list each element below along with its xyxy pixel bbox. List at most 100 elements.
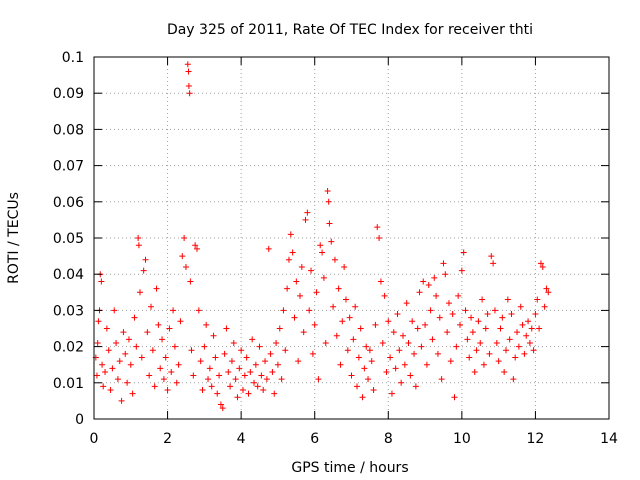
data-point <box>276 325 283 332</box>
data-point <box>322 339 329 346</box>
data-point <box>102 368 109 375</box>
data-point <box>365 376 372 383</box>
data-point <box>298 263 305 270</box>
y-tick-label: 0.06 <box>53 195 84 211</box>
data-point <box>512 354 519 361</box>
data-point <box>328 238 335 245</box>
data-point <box>532 311 539 318</box>
data-point <box>331 256 338 263</box>
data-point <box>330 303 337 310</box>
data-point <box>105 347 112 354</box>
data-point <box>368 358 375 365</box>
data-point <box>142 256 149 263</box>
data-point <box>133 343 140 350</box>
data-point <box>291 314 298 321</box>
data-point <box>295 358 302 365</box>
data-point <box>377 278 384 285</box>
data-point <box>440 260 447 267</box>
data-point <box>455 292 462 299</box>
data-point <box>523 332 530 339</box>
data-point <box>324 187 331 194</box>
data-point <box>308 267 315 274</box>
data-point <box>427 307 434 314</box>
x-tick-label: 4 <box>237 431 246 447</box>
data-point <box>188 347 195 354</box>
data-point <box>341 263 348 270</box>
data-point <box>400 332 406 339</box>
data-point <box>136 289 143 296</box>
data-point <box>216 372 223 379</box>
data-point <box>457 321 464 328</box>
data-point <box>537 260 544 267</box>
data-point <box>363 343 370 350</box>
data-point <box>282 347 289 354</box>
data-point <box>534 296 541 303</box>
data-point <box>236 365 243 372</box>
data-point <box>355 354 362 361</box>
data-point <box>335 285 342 292</box>
data-point <box>445 300 452 307</box>
data-point <box>451 394 458 401</box>
data-point <box>122 350 129 357</box>
data-point <box>182 263 189 270</box>
data-point <box>210 332 217 339</box>
data-point <box>346 314 353 321</box>
data-point <box>278 376 285 383</box>
data-point <box>269 368 276 375</box>
x-tick-label: 2 <box>163 431 172 447</box>
data-point <box>217 401 224 408</box>
data-point <box>241 372 248 379</box>
data-point <box>205 376 212 383</box>
data-point <box>339 318 346 325</box>
data-point <box>221 350 228 357</box>
data-point <box>297 292 303 299</box>
y-tick-label: 0.01 <box>53 376 84 392</box>
data-point <box>431 274 438 281</box>
data-point <box>116 358 123 365</box>
data-point <box>490 260 497 267</box>
data-point <box>153 285 160 292</box>
data-point <box>260 387 267 394</box>
data-point <box>350 336 357 343</box>
data-point <box>129 390 136 397</box>
x-axis-label: GPS time / hours <box>291 460 408 476</box>
data-point <box>495 358 502 365</box>
data-point <box>471 368 478 375</box>
data-point <box>320 274 327 281</box>
data-point <box>93 372 100 379</box>
data-point <box>252 361 259 368</box>
data-point <box>392 365 399 372</box>
data-point <box>311 321 318 328</box>
x-tick-label: 8 <box>384 431 393 447</box>
data-point <box>293 278 300 285</box>
data-point <box>411 350 418 357</box>
data-point <box>543 285 550 292</box>
y-tick-label: 0 <box>75 412 84 428</box>
data-point <box>508 311 515 318</box>
data-point <box>372 321 379 328</box>
y-tick-label: 0.09 <box>53 86 84 102</box>
data-point <box>274 361 281 368</box>
data-point <box>361 365 368 372</box>
data-point <box>247 368 254 375</box>
data-point <box>466 354 473 361</box>
data-point <box>185 68 192 75</box>
data-point <box>521 350 528 357</box>
data-point <box>148 303 155 310</box>
data-point <box>164 387 171 394</box>
data-point <box>366 347 373 354</box>
data-point <box>125 336 132 343</box>
data-point <box>306 307 313 314</box>
data-point <box>124 379 131 386</box>
data-point <box>325 198 332 205</box>
data-point <box>482 325 489 332</box>
data-point <box>429 336 436 343</box>
data-point <box>151 383 158 390</box>
data-point <box>262 358 269 365</box>
data-point <box>337 361 344 368</box>
data-point <box>159 336 166 343</box>
data-point <box>113 339 120 346</box>
data-point <box>100 383 107 390</box>
y-tick-label: 0.08 <box>53 122 84 138</box>
